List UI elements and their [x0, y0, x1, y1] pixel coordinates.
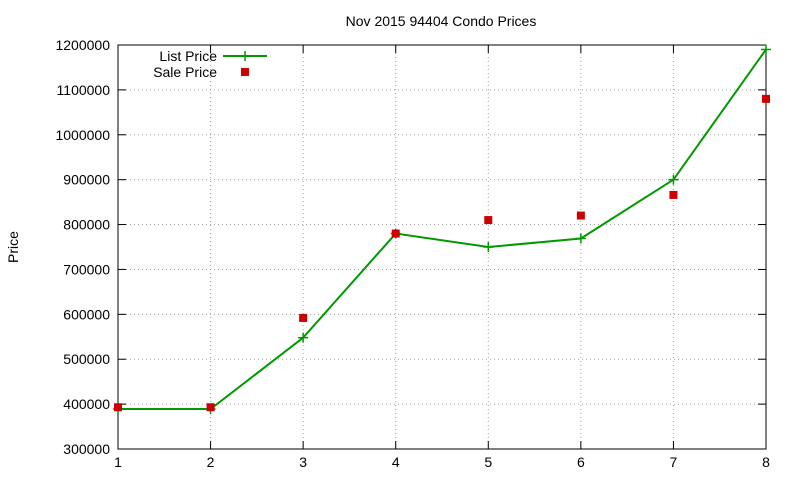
sale-price-point	[206, 403, 215, 412]
legend-marker-sale-price	[241, 68, 249, 76]
y-tick-label: 300000	[63, 441, 110, 457]
sale-price-point	[576, 211, 585, 220]
legend-marker-list-price	[240, 51, 250, 61]
y-tick-label: 900000	[63, 172, 110, 188]
x-tick-label: 5	[484, 454, 492, 470]
y-tick-label: 700000	[63, 261, 110, 277]
list-price-point	[761, 44, 771, 55]
x-axis-ticks: 1 2 3 4 5 6 7 8	[114, 45, 770, 470]
y-tick-label: 1200000	[55, 37, 110, 53]
list-price-point	[575, 233, 586, 244]
x-tick-label: 8	[762, 454, 770, 470]
plot-frame	[117, 44, 767, 450]
y-axis-ticks: 300000 400000 500000 600000 700000 800000 9000…	[55, 37, 766, 457]
x-tick-label: 1	[114, 454, 122, 470]
list-price-point	[483, 242, 494, 252]
list-price-point	[668, 174, 679, 185]
x-tick-label: 6	[577, 454, 585, 470]
series	[113, 44, 771, 415]
sale-price-point	[762, 94, 770, 103]
chart-title: Nov 2015 94404 Condo Prices	[346, 13, 537, 29]
y-tick-label: 600000	[63, 306, 110, 322]
sale-price-point	[669, 190, 678, 199]
y-tick-label: 800000	[63, 217, 110, 233]
y-tick-label: 1000000	[55, 127, 110, 143]
x-tick-label: 3	[299, 454, 307, 470]
sale-price-point	[484, 216, 493, 225]
sale-price-point	[391, 229, 400, 238]
y-tick-label: 500000	[63, 351, 110, 367]
x-tick-label: 7	[670, 454, 678, 470]
y-tick-label: 400000	[63, 396, 110, 412]
x-tick-label: 2	[207, 454, 215, 470]
y-axis-label: Price	[5, 231, 21, 263]
legend-label-list-price: List Price	[159, 48, 217, 64]
list-price-point	[298, 332, 309, 343]
grid	[118, 45, 766, 449]
list-price-line	[118, 48, 767, 411]
legend-label-sale-price: Sale Price	[153, 64, 217, 80]
sale-price-point	[114, 403, 122, 412]
y-tick-label: 1100000	[57, 82, 111, 98]
sale-price-point	[299, 313, 308, 322]
x-tick-label: 4	[392, 454, 400, 470]
axes	[117, 44, 767, 450]
